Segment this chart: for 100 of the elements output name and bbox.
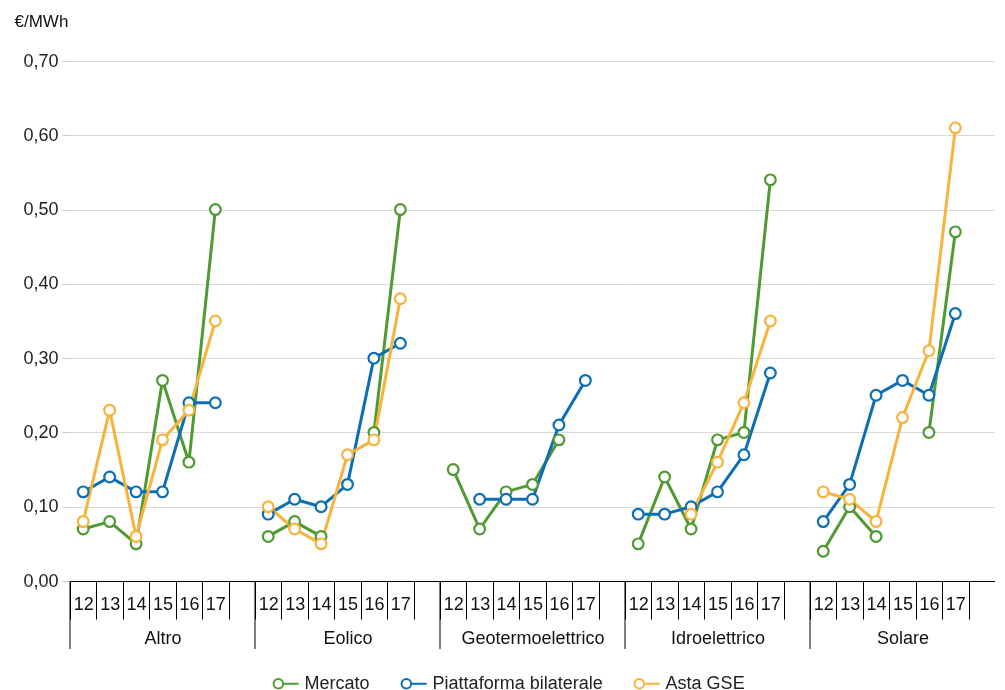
x-tick-label: 13: [285, 593, 306, 614]
point: [869, 388, 883, 402]
point: [684, 522, 698, 536]
point: [631, 507, 645, 521]
y-tick-label: 0,00: [23, 570, 59, 591]
x-tick-label: 13: [100, 593, 121, 614]
y-tick-label: 0,60: [23, 124, 59, 145]
point: [526, 477, 539, 491]
x-tick-label: 15: [337, 593, 359, 614]
legend-label: Piattaforma bilaterale: [432, 672, 603, 690]
legend-label: Mercato: [304, 672, 370, 690]
point: [288, 492, 302, 506]
y-tick-label: 0,10: [23, 496, 59, 517]
point: [578, 373, 592, 387]
point: [499, 492, 513, 506]
point: [711, 485, 724, 499]
x-tick-label: 12: [73, 593, 94, 614]
point: [156, 433, 169, 447]
x-tick-label: 15: [152, 593, 174, 614]
x-tick-label: 12: [443, 593, 464, 614]
point: [76, 485, 90, 499]
y-tick-label: 0,40: [23, 273, 59, 294]
y-axis-title: €/MWh: [14, 11, 69, 31]
x-tick-label: 16: [734, 593, 755, 614]
point: [631, 537, 645, 551]
x-axis-title: Solare: [876, 628, 930, 648]
point: [684, 507, 698, 521]
point: [76, 515, 90, 529]
x-tick-label: 15: [707, 593, 729, 614]
point: [393, 203, 407, 217]
point: [816, 485, 830, 499]
point: [658, 507, 672, 521]
y-tick-label: 0,70: [23, 50, 59, 71]
x-tick-label: 16: [549, 593, 570, 614]
x-tick-label: 17: [760, 593, 781, 614]
point: [208, 203, 222, 217]
point: [711, 455, 724, 469]
point: [843, 492, 857, 506]
point: [737, 448, 751, 462]
point: [922, 344, 936, 358]
point: [869, 515, 883, 529]
point: [552, 433, 566, 447]
point: [896, 373, 909, 387]
point: [763, 173, 777, 187]
point: [816, 544, 830, 558]
point: [208, 314, 222, 328]
point: [341, 477, 354, 491]
x-tick-label: 13: [840, 593, 861, 614]
point: [922, 388, 936, 402]
x-axis-title: Altro: [144, 628, 182, 648]
point: [711, 433, 724, 447]
x-tick-label: 13: [470, 593, 491, 614]
point: [446, 463, 460, 477]
point: [261, 500, 275, 514]
point: [737, 425, 751, 439]
point: [367, 351, 381, 365]
point: [393, 292, 407, 306]
y-tick-label: 0,50: [23, 199, 59, 220]
point: [948, 225, 962, 239]
point: [103, 515, 117, 529]
point: [103, 470, 117, 484]
point: [156, 485, 169, 499]
point: [288, 522, 302, 536]
point: [367, 433, 381, 447]
point: [473, 522, 487, 536]
x-tick-label: 16: [919, 593, 940, 614]
x-tick-label: 12: [628, 593, 649, 614]
x-tick-label: 16: [364, 593, 385, 614]
point: [129, 485, 143, 499]
point: [103, 403, 117, 417]
point: [869, 529, 883, 543]
point: [526, 492, 539, 506]
point: [922, 425, 936, 439]
point: [658, 470, 672, 484]
x-tick-label: 12: [258, 593, 279, 614]
x-tick-label: 17: [575, 593, 596, 614]
point: [182, 403, 196, 417]
x-tick-label: 12: [813, 593, 834, 614]
x-tick-label: 15: [522, 593, 544, 614]
x-tick-label: 16: [179, 593, 200, 614]
x-tick-label: 13: [655, 593, 676, 614]
point: [208, 396, 222, 410]
x-axis-title: Geotermoelettrico: [461, 628, 605, 648]
point: [393, 336, 407, 350]
point: [896, 411, 909, 425]
point: [763, 314, 777, 328]
point: [182, 455, 196, 469]
point: [341, 448, 354, 462]
legend-label: Asta GSE: [665, 672, 745, 690]
x-tick-label: 14: [496, 593, 517, 614]
point: [948, 121, 962, 135]
x-tick-label: 17: [390, 593, 411, 614]
point: [261, 529, 275, 543]
point: [763, 366, 777, 380]
x-tick-label: 15: [892, 593, 914, 614]
point: [473, 492, 487, 506]
point: [948, 307, 962, 321]
point: [129, 529, 143, 543]
x-axis-title: Eolico: [323, 628, 373, 648]
y-tick-label: 0,30: [23, 347, 59, 368]
